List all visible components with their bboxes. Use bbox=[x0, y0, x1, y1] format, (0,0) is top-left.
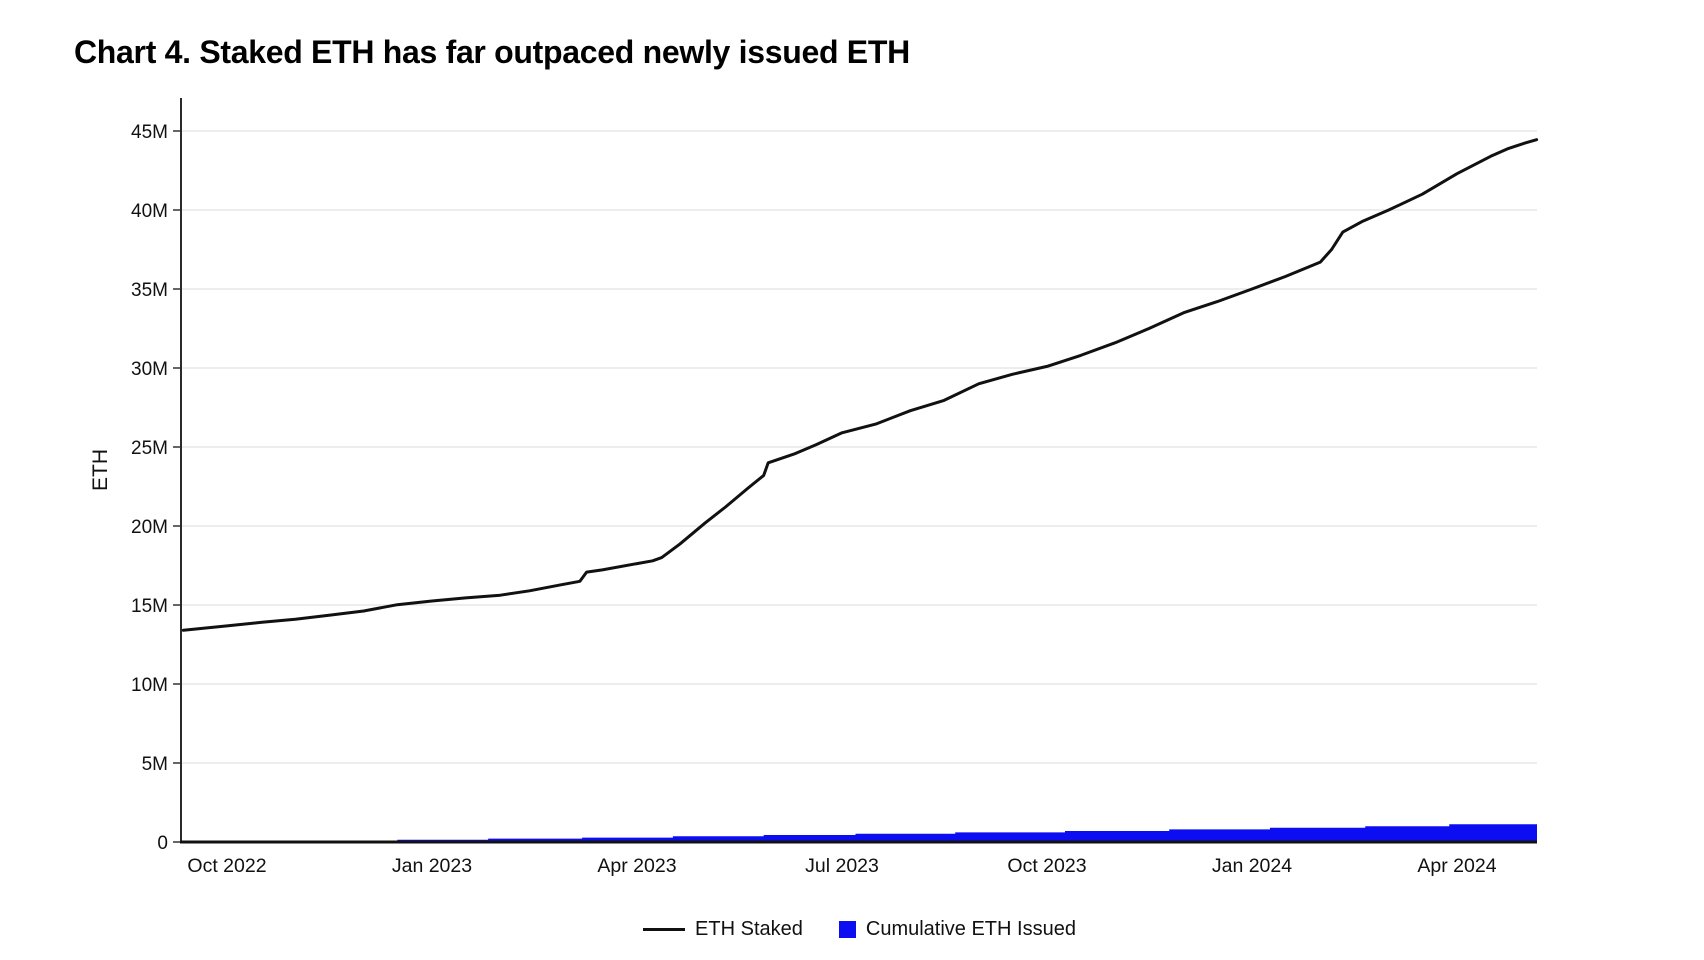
y-tick-label-45M: 45M bbox=[131, 122, 168, 143]
y-tick-label-10M: 10M bbox=[131, 675, 168, 696]
y-tick-label-40M: 40M bbox=[131, 201, 168, 222]
square-swatch-icon bbox=[838, 920, 856, 938]
y-tick-label-5M: 5M bbox=[142, 754, 168, 775]
x-tick-label-Oct-2023: Oct 2023 bbox=[1007, 855, 1086, 877]
x-tick-label-Apr-2023: Apr 2023 bbox=[597, 855, 676, 877]
legend-item-eth-staked: ETH Staked bbox=[643, 918, 803, 941]
y-tick-label-35M: 35M bbox=[131, 280, 168, 301]
y-tick-label-0: 0 bbox=[157, 833, 168, 854]
x-tick-label-Oct-2022: Oct 2022 bbox=[187, 855, 266, 877]
x-tick-label-Jul-2023: Jul 2023 bbox=[805, 855, 879, 877]
y-tick-label-25M: 25M bbox=[131, 438, 168, 459]
line-swatch-icon bbox=[643, 927, 686, 931]
x-tick-label-Jan-2024: Jan 2024 bbox=[1212, 855, 1292, 877]
legend: ETH Staked Cumulative ETH Issued bbox=[182, 911, 1537, 947]
x-tick-label-Jan-2023: Jan 2023 bbox=[392, 855, 472, 877]
legend-label-cumulative-eth-issued: Cumulative ETH Issued bbox=[865, 917, 1076, 940]
legend-label-eth-staked: ETH Staked bbox=[695, 917, 803, 940]
y-tick-label-20M: 20M bbox=[131, 517, 168, 538]
x-tick-label-Apr-2024: Apr 2024 bbox=[1417, 855, 1496, 877]
y-tick-label-30M: 30M bbox=[131, 359, 168, 380]
legend-item-cumulative-eth-issued: Cumulative ETH Issued bbox=[838, 917, 1076, 941]
series-area-cumulative-eth-issued bbox=[183, 824, 1538, 842]
y-tick-label-15M: 15M bbox=[131, 596, 168, 617]
series-line-eth-staked bbox=[181, 138, 1539, 632]
chart-title: Chart 4. Staked ETH has far outpaced new… bbox=[74, 34, 910, 70]
